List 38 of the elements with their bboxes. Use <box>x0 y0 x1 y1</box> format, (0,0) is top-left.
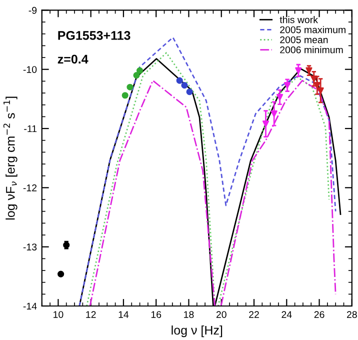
y-tick-label: -14 <box>23 302 37 310</box>
point <box>186 88 193 96</box>
y-tick-label: -12 <box>23 184 37 192</box>
annotation: PG1553+113 <box>58 31 130 40</box>
x-tick-label: 26 <box>314 311 324 318</box>
point <box>136 67 144 74</box>
point <box>58 270 64 278</box>
point <box>181 82 188 89</box>
x-tick-label: 16 <box>151 311 162 318</box>
point <box>295 67 302 74</box>
y-tick-label: -10 <box>23 66 37 73</box>
x-tick-label: 10 <box>54 311 64 318</box>
point <box>126 84 134 90</box>
point <box>176 77 183 84</box>
point <box>133 72 140 79</box>
y-tick-label: -13 <box>23 244 37 250</box>
point <box>262 120 270 128</box>
x-tick-label: 22 <box>249 311 259 318</box>
y-axis-title: log νF$_{ν}$ [erg cm$^{−2}$ s$^{−1}$] <box>3 96 18 220</box>
point <box>122 92 128 99</box>
legend-label: 2006 minimum <box>280 46 343 54</box>
point <box>276 94 284 100</box>
y-tick-label: -9 <box>28 6 37 14</box>
legend-label: 2005 mean <box>280 36 328 44</box>
point <box>270 110 278 118</box>
point <box>284 82 291 89</box>
x-tick-label: 24 <box>282 311 292 318</box>
x-tick-label: 12 <box>86 311 96 318</box>
x-tick-label: 28 <box>346 311 357 318</box>
x-tick-label: 20 <box>216 311 226 318</box>
x-axis-title: log ν [Hz] <box>172 325 222 338</box>
x-tick-label: 18 <box>184 311 194 318</box>
point <box>306 67 312 74</box>
x-tick-label: 14 <box>118 311 129 318</box>
legend-label: 2005 maximum <box>280 26 346 34</box>
y-tick-label: -11 <box>24 125 37 132</box>
legend-label: this work <box>280 16 318 24</box>
annotation: z=0.4 <box>58 54 88 64</box>
